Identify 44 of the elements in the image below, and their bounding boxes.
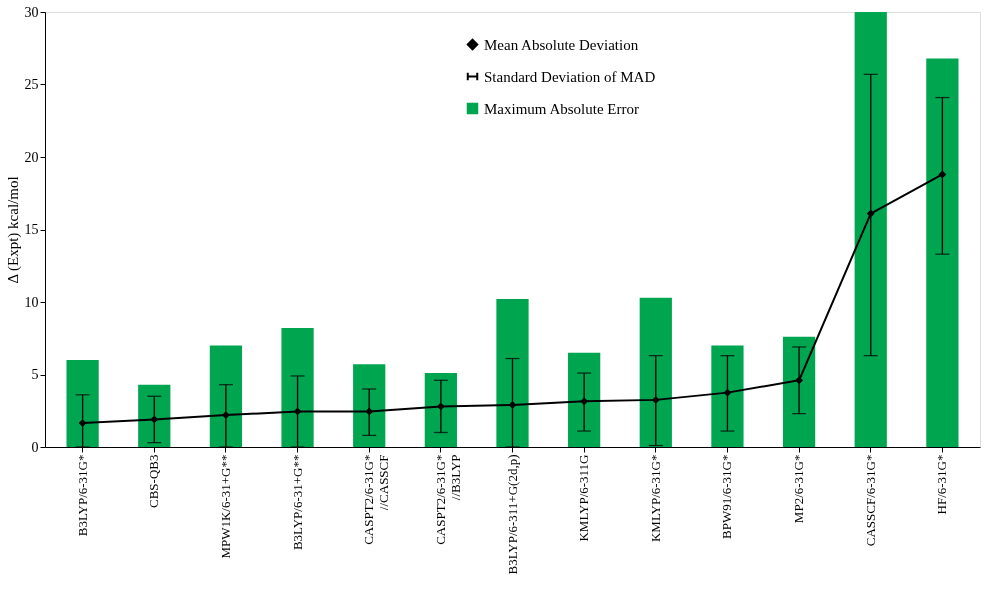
bar — [568, 352, 601, 447]
point — [508, 401, 517, 409]
point — [365, 407, 374, 416]
y-tick-label: 30 — [24, 4, 39, 20]
bar — [711, 345, 744, 447]
point — [938, 170, 947, 179]
x-tick-label: MP2/6-31G* — [791, 454, 807, 524]
x-tick-label: HF/6-31G* — [934, 454, 950, 515]
annotation: Standard Deviation of MAD — [484, 68, 656, 85]
x-tick-label: KMLYP/6-31G* — [647, 454, 663, 543]
y-tick-label: 15 — [24, 222, 39, 237]
y-tick-label: 5 — [31, 367, 39, 382]
point — [436, 402, 445, 411]
x-tick-label: MPW1K/6-31+G** — [217, 454, 233, 559]
x-tick-label: BPW91/6-31G* — [719, 454, 735, 539]
bar — [138, 384, 171, 447]
x-tick-label: CASPT2/6-31G* //B3LYP — [432, 454, 463, 545]
x-tick-label: B3LYP/6-31+G** — [289, 454, 305, 551]
bar — [782, 336, 816, 447]
y-axis-title: Δ (Expt) kcal/mol — [4, 176, 22, 284]
y-tick-label: 25 — [24, 77, 39, 92]
x-tick-label: CASSCF/6-31G* — [862, 454, 878, 547]
x-tick-label: B3LYP/6-311+G(2d,p) — [504, 454, 520, 575]
point — [580, 397, 589, 406]
y-tick-label: 0 — [31, 439, 39, 455]
point — [866, 209, 875, 218]
x-tick-label: B3LYP/6-31G* — [74, 454, 90, 537]
point — [651, 396, 660, 404]
point — [795, 376, 803, 385]
y-tick-label: 10 — [24, 294, 39, 310]
x-tick-label: KMLYP/6-311G — [576, 454, 592, 542]
legend-label: Maximum Absolute Error — [484, 100, 639, 117]
point — [222, 411, 230, 419]
x-tick-label: CASPT2/6-31G* //CASSCF — [361, 454, 392, 545]
point — [723, 388, 732, 397]
legend-label: Mean Absolute Deviation — [484, 36, 639, 53]
point — [150, 415, 159, 424]
bar — [926, 58, 959, 447]
point — [78, 419, 87, 427]
bar — [854, 12, 887, 447]
y-tick-label: 20 — [24, 149, 39, 165]
x-tick-label: CBS-QB3 — [146, 454, 162, 508]
bar — [353, 364, 386, 447]
bar — [424, 373, 457, 447]
